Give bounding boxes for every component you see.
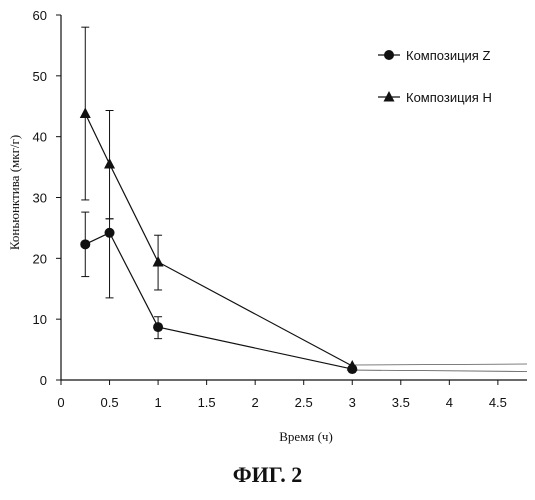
x-tick-label: 1 xyxy=(154,395,161,410)
series-line-circle xyxy=(85,233,352,369)
y-tick-label: 0 xyxy=(40,373,47,388)
legend: Композиция Z Композиция H xyxy=(378,48,492,105)
data-point-triangle xyxy=(104,158,115,169)
y-tick-label: 50 xyxy=(33,69,47,84)
y-tick-label: 60 xyxy=(33,8,47,23)
x-axis-label: Время (ч) xyxy=(279,429,333,444)
series-line-triangle xyxy=(85,114,352,366)
x-tick-label: 1.5 xyxy=(198,395,216,410)
legend-marker-circle xyxy=(384,50,394,60)
legend-marker-triangle xyxy=(384,91,395,102)
y-tick-label: 20 xyxy=(33,251,47,266)
x-tick-label: 2.5 xyxy=(295,395,313,410)
x-tick-label: 3 xyxy=(349,395,356,410)
x-tick-label: 4.5 xyxy=(489,395,507,410)
figure-caption: ФИГ. 2 xyxy=(0,462,535,488)
trailing-line xyxy=(352,370,527,371)
y-axis-label: Коньюнктива (мкг/г) xyxy=(7,135,22,250)
data-point-triangle xyxy=(80,108,91,119)
y-tick-label: 30 xyxy=(33,191,47,206)
legend-label: Композиция H xyxy=(406,90,492,105)
x-tick-label: 3.5 xyxy=(392,395,410,410)
x-tick-label: 0.5 xyxy=(101,395,119,410)
y-tick-label: 10 xyxy=(33,312,47,327)
data-markers xyxy=(80,108,358,375)
series-lines xyxy=(85,114,527,372)
data-point-circle xyxy=(80,239,90,249)
x-tick-label: 0 xyxy=(57,395,64,410)
x-tick-label: 4 xyxy=(446,395,453,410)
x-tick-label: 2 xyxy=(252,395,259,410)
data-point-circle xyxy=(105,228,115,238)
data-point-circle xyxy=(153,322,163,332)
chart: 0 10 20 30 40 50 60 0 0.5 1 1.5 2 2.5 3 3.5 4 4.5 Время … xyxy=(0,0,535,455)
data-point-triangle xyxy=(153,256,164,267)
tick-labels: 0 10 20 30 40 50 60 0 0.5 1 1.5 2 2.5 3 3.5 4 4.5 xyxy=(33,8,507,410)
axes xyxy=(56,15,527,385)
legend-label: Композиция Z xyxy=(406,48,490,63)
y-tick-label: 40 xyxy=(33,130,47,145)
error-bars xyxy=(81,27,162,338)
trailing-line xyxy=(352,364,527,365)
